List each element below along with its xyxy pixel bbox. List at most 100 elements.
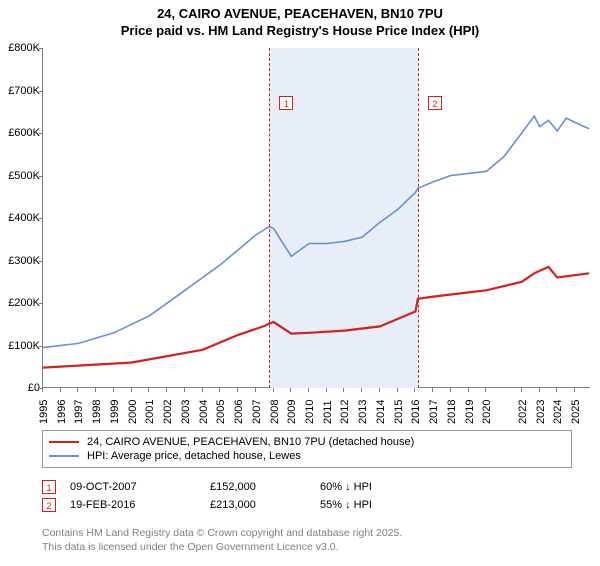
- y-tick-label: £300K: [0, 255, 40, 267]
- event-marker-1: 1: [279, 96, 293, 110]
- y-tick-label: £200K: [0, 297, 40, 309]
- x-tick-label: 2006: [233, 400, 245, 424]
- x-tick-mark: [485, 388, 486, 392]
- x-tick-mark: [219, 388, 220, 392]
- x-tick-label: 2003: [180, 400, 192, 424]
- x-tick-label: 1999: [109, 400, 121, 424]
- x-tick-mark: [308, 388, 309, 392]
- x-tick-label: 2014: [375, 400, 387, 424]
- y-tick-label: £500K: [0, 170, 40, 182]
- y-tick-label: £0: [0, 382, 40, 394]
- plot-area: 12: [42, 48, 590, 388]
- y-tick-mark: [39, 303, 43, 304]
- event-list: 1 09-OCT-2007 £152,000 60% ↓ HPI 2 19-FE…: [42, 476, 572, 516]
- x-tick-label: 1997: [73, 400, 85, 424]
- x-tick-label: 2025: [570, 400, 582, 424]
- x-tick-mark: [113, 388, 114, 392]
- event-vline: [269, 48, 270, 388]
- y-tick-mark: [39, 91, 43, 92]
- x-tick-mark: [379, 388, 380, 392]
- x-tick-mark: [255, 388, 256, 392]
- x-tick-label: 2016: [410, 400, 422, 424]
- event-marker-2: 2: [42, 498, 56, 512]
- legend-label: HPI: Average price, detached house, Lewe…: [87, 450, 301, 462]
- x-tick-mark: [77, 388, 78, 392]
- x-tick-mark: [414, 388, 415, 392]
- x-tick-label: 2022: [517, 400, 529, 424]
- footnote-line1: Contains HM Land Registry data © Crown c…: [42, 526, 572, 540]
- event-diff: 55% ↓ HPI: [320, 499, 460, 511]
- chart-title-line2: Price paid vs. HM Land Registry's House …: [0, 23, 600, 38]
- x-tick-mark: [574, 388, 575, 392]
- chart-title-line1: 24, CAIRO AVENUE, PEACEHAVEN, BN10 7PU: [0, 6, 600, 21]
- x-tick-mark: [273, 388, 274, 392]
- x-tick-label: 2005: [215, 400, 227, 424]
- x-tick-mark: [397, 388, 398, 392]
- x-tick-mark: [450, 388, 451, 392]
- x-tick-label: 2010: [304, 400, 316, 424]
- x-tick-mark: [556, 388, 557, 392]
- x-tick-mark: [468, 388, 469, 392]
- event-marker-1: 1: [42, 480, 56, 494]
- y-tick-label: £600K: [0, 127, 40, 139]
- event-vline: [418, 48, 419, 388]
- legend-swatch: [49, 437, 79, 447]
- x-tick-mark: [60, 388, 61, 392]
- y-tick-label: £100K: [0, 340, 40, 352]
- y-tick-label: £400K: [0, 212, 40, 224]
- legend-swatch: [49, 451, 79, 461]
- event-row: 1 09-OCT-2007 £152,000 60% ↓ HPI: [42, 480, 572, 494]
- x-tick-mark: [184, 388, 185, 392]
- x-tick-label: 2009: [286, 400, 298, 424]
- x-tick-mark: [521, 388, 522, 392]
- footnote-line2: This data is licensed under the Open Gov…: [42, 540, 572, 554]
- chart: 12 £0£100K£200K£300K£400K£500K£600K£700K…: [0, 48, 600, 416]
- x-tick-mark: [539, 388, 540, 392]
- x-tick-label: 1998: [91, 400, 103, 424]
- legend-item-price-paid: 24, CAIRO AVENUE, PEACEHAVEN, BN10 7PU (…: [49, 436, 565, 448]
- y-tick-mark: [39, 346, 43, 347]
- event-date: 19-FEB-2016: [70, 499, 210, 511]
- y-tick-mark: [39, 261, 43, 262]
- x-tick-mark: [42, 388, 43, 392]
- x-tick-mark: [290, 388, 291, 392]
- y-tick-mark: [39, 176, 43, 177]
- event-price: £213,000: [210, 499, 320, 511]
- x-tick-label: 1995: [38, 400, 50, 424]
- x-tick-label: 2013: [357, 400, 369, 424]
- x-tick-mark: [148, 388, 149, 392]
- x-tick-mark: [237, 388, 238, 392]
- event-diff: 60% ↓ HPI: [320, 481, 460, 493]
- x-tick-mark: [166, 388, 167, 392]
- x-tick-label: 2024: [552, 400, 564, 424]
- x-tick-label: 2000: [127, 400, 139, 424]
- x-tick-mark: [202, 388, 203, 392]
- event-row: 2 19-FEB-2016 £213,000 55% ↓ HPI: [42, 498, 572, 512]
- y-tick-mark: [39, 133, 43, 134]
- legend-item-hpi: HPI: Average price, detached house, Lewe…: [49, 450, 565, 462]
- x-tick-mark: [361, 388, 362, 392]
- x-tick-label: 1996: [56, 400, 68, 424]
- x-tick-label: 2023: [535, 400, 547, 424]
- x-tick-label: 2008: [269, 400, 281, 424]
- x-tick-label: 2012: [339, 400, 351, 424]
- x-tick-mark: [95, 388, 96, 392]
- x-tick-mark: [343, 388, 344, 392]
- x-tick-mark: [131, 388, 132, 392]
- x-tick-mark: [326, 388, 327, 392]
- event-price: £152,000: [210, 481, 320, 493]
- legend-label: 24, CAIRO AVENUE, PEACEHAVEN, BN10 7PU (…: [87, 436, 414, 448]
- event-marker-2: 2: [428, 96, 442, 110]
- x-tick-mark: [432, 388, 433, 392]
- x-tick-label: 2002: [162, 400, 174, 424]
- event-date: 09-OCT-2007: [70, 481, 210, 493]
- y-tick-mark: [39, 218, 43, 219]
- x-tick-label: 2020: [481, 400, 493, 424]
- x-tick-label: 2007: [251, 400, 263, 424]
- y-tick-label: £700K: [0, 85, 40, 97]
- x-tick-label: 2019: [464, 400, 476, 424]
- footnote: Contains HM Land Registry data © Crown c…: [42, 526, 572, 554]
- legend: 24, CAIRO AVENUE, PEACEHAVEN, BN10 7PU (…: [42, 430, 572, 468]
- y-tick-label: £800K: [0, 42, 40, 54]
- x-tick-label: 2017: [428, 400, 440, 424]
